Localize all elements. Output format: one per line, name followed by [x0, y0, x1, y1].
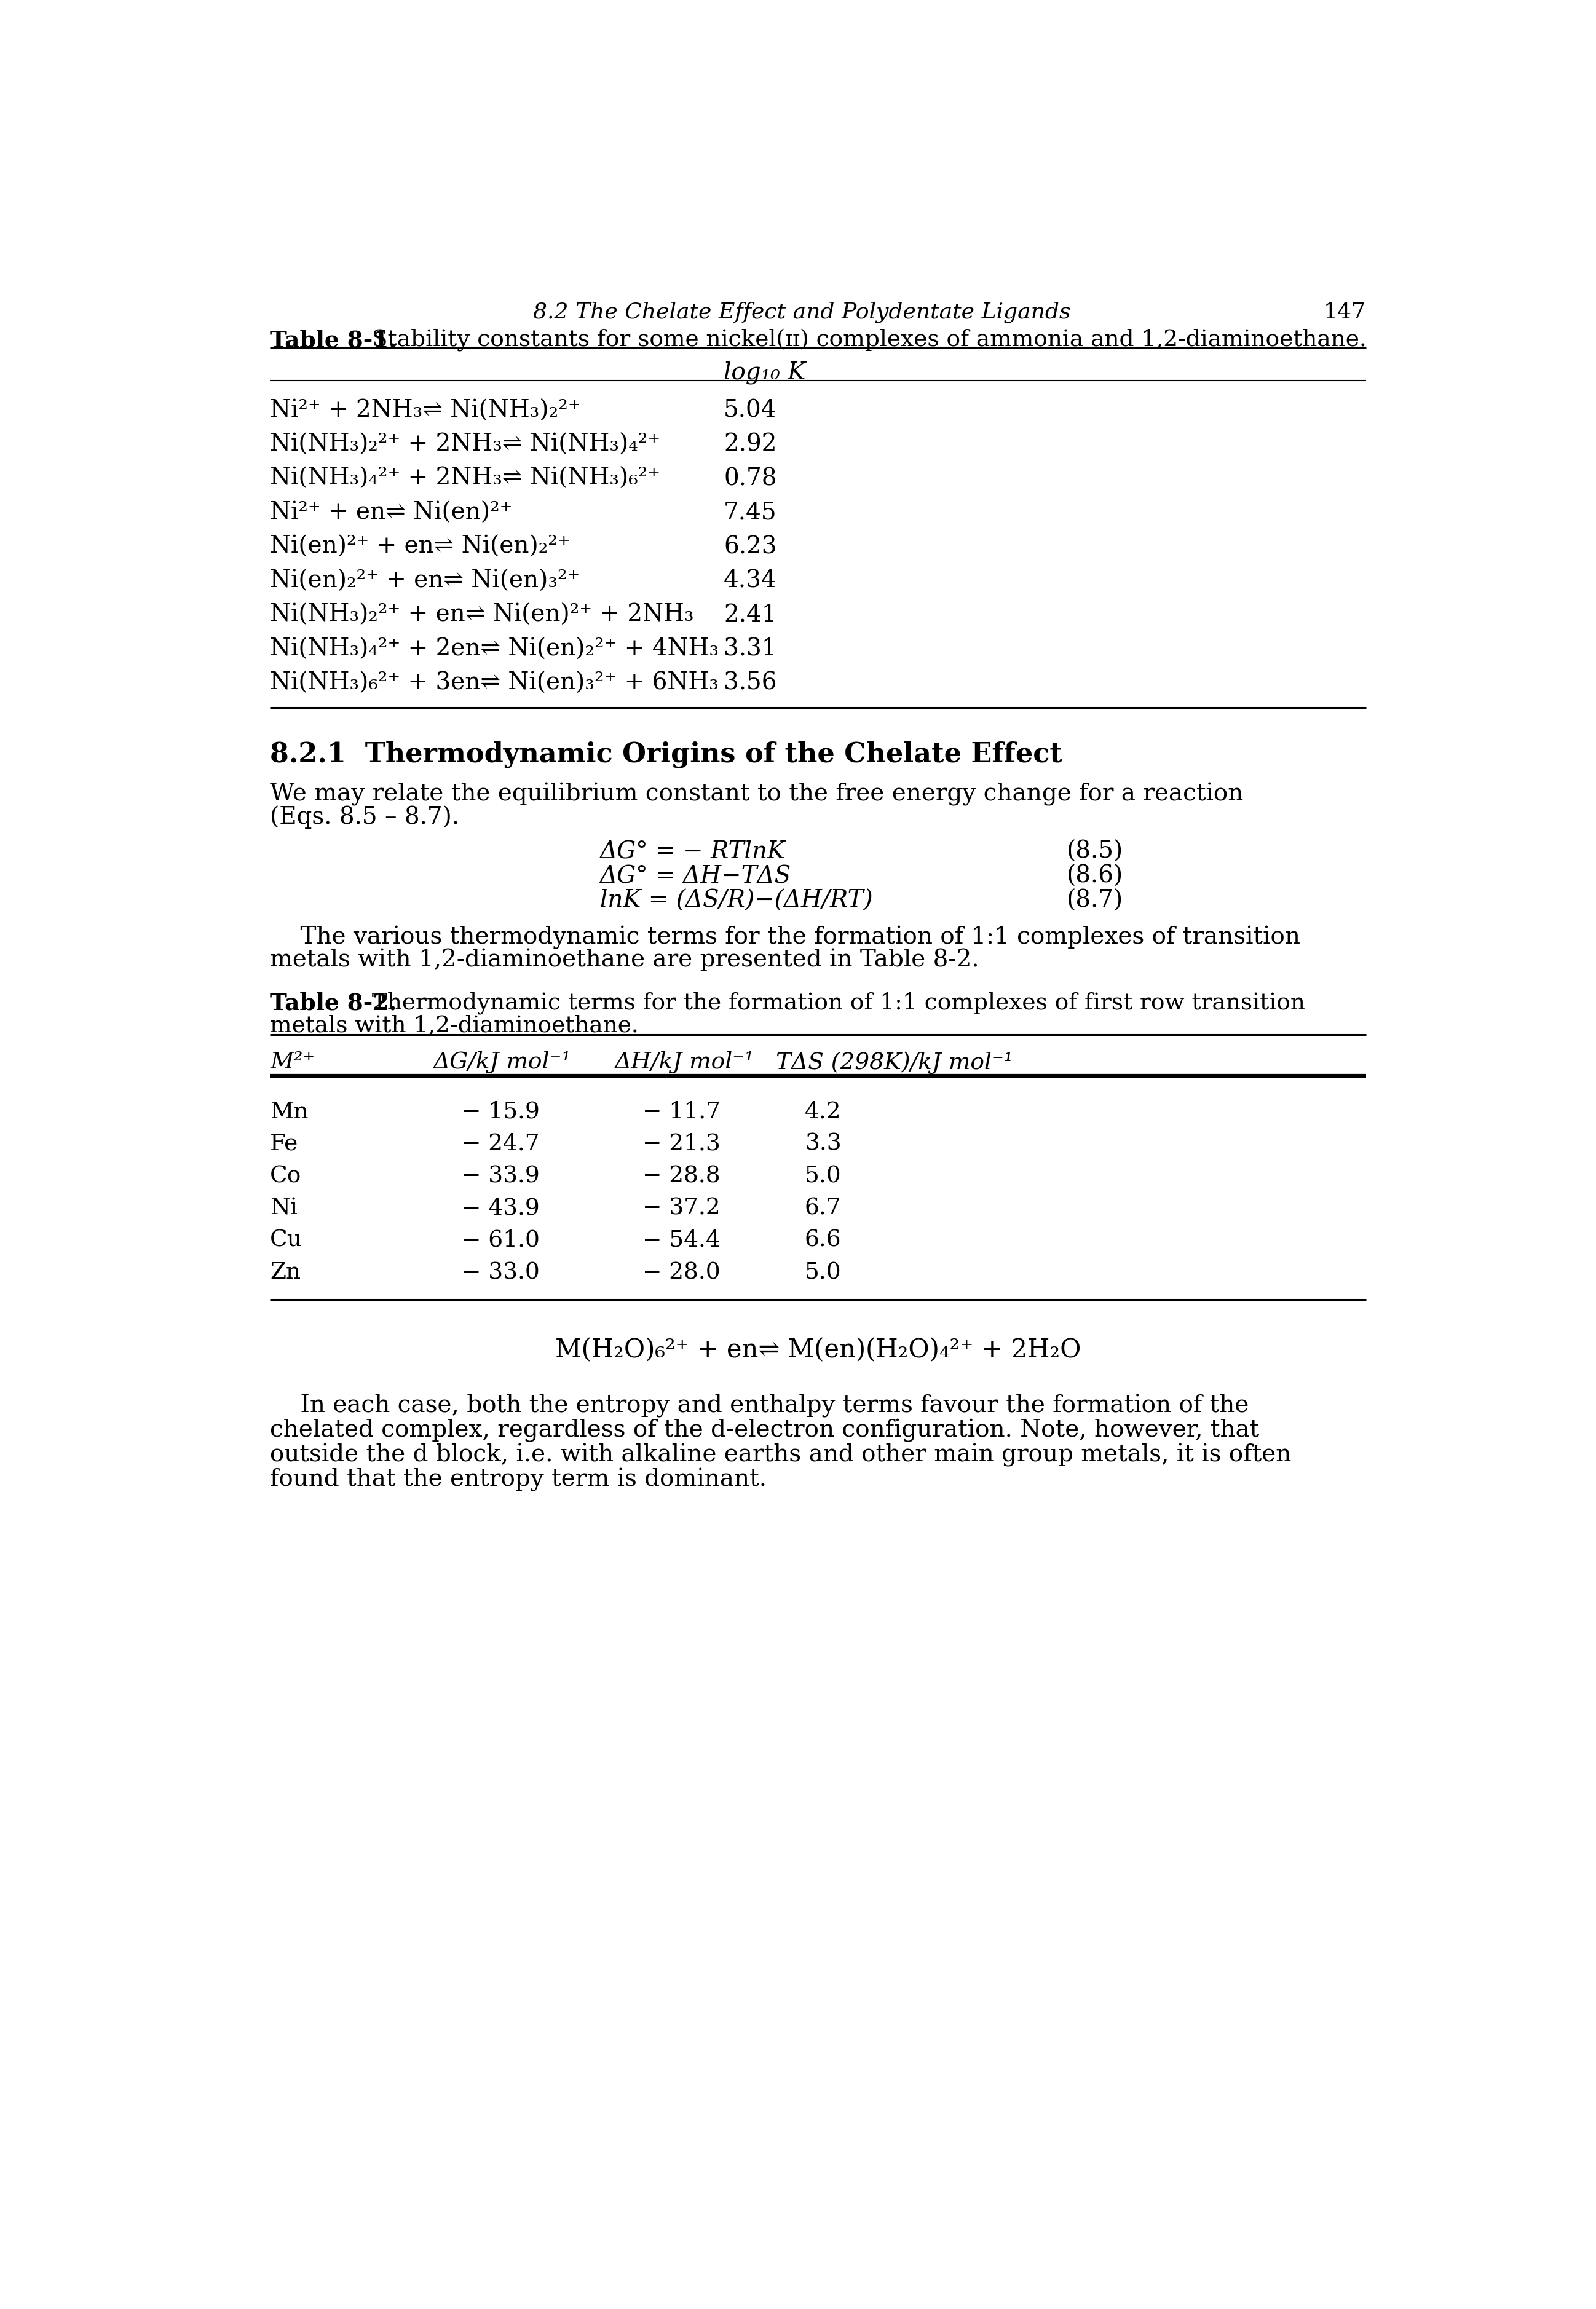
Text: 5.0: 5.0 [804, 1261, 841, 1284]
Text: Ni(NH₃)₄²⁺ + 2en⇌ Ni(en)₂²⁺ + 4NH₃: Ni(NH₃)₄²⁺ + 2en⇌ Ni(en)₂²⁺ + 4NH₃ [270, 637, 718, 660]
Text: − 28.0: − 28.0 [643, 1261, 720, 1284]
Text: outside the d block, i.e. with alkaline earths and other main group metals, it i: outside the d block, i.e. with alkaline … [270, 1443, 1291, 1466]
Text: 7.45: 7.45 [723, 501, 777, 524]
Text: Fe: Fe [270, 1134, 298, 1154]
Text: Table 8-1.: Table 8-1. [270, 330, 397, 351]
Text: lnK = (ΔS/R)−(ΔH/RT): lnK = (ΔS/R)−(ΔH/RT) [600, 889, 873, 912]
Text: Ni(NH₃)₆²⁺ + 3en⇌ Ni(en)₃²⁺ + 6NH₃: Ni(NH₃)₆²⁺ + 3en⇌ Ni(en)₃²⁺ + 6NH₃ [270, 672, 718, 695]
Text: 5.04: 5.04 [723, 399, 777, 423]
Text: metals with 1,2-diaminoethane are presented in Table 8-2.: metals with 1,2-diaminoethane are presen… [270, 949, 980, 972]
Text: Co: Co [270, 1166, 302, 1187]
Text: In each case, both the entropy and enthalpy terms favour the formation of the: In each case, both the entropy and entha… [270, 1395, 1250, 1418]
Text: − 21.3: − 21.3 [643, 1134, 720, 1154]
Text: 0.78: 0.78 [723, 466, 777, 490]
Text: Zn: Zn [270, 1261, 300, 1284]
Text: 3.3: 3.3 [804, 1134, 841, 1154]
Text: Cu: Cu [270, 1228, 303, 1251]
Text: − 37.2: − 37.2 [643, 1198, 720, 1219]
Text: chelated complex, regardless of the d-electron configuration. Note, however, tha: chelated complex, regardless of the d-el… [270, 1418, 1259, 1443]
Text: Thermodynamic terms for the formation of 1:1 complexes of first row transition: Thermodynamic terms for the formation of… [364, 993, 1306, 1014]
Text: M(H₂O)₆²⁺ + en⇌ M(en)(H₂O)₄²⁺ + 2H₂O: M(H₂O)₆²⁺ + en⇌ M(en)(H₂O)₄²⁺ + 2H₂O [555, 1337, 1080, 1362]
Text: (Eqs. 8.5 – 8.7).: (Eqs. 8.5 – 8.7). [270, 806, 460, 829]
Text: 3.56: 3.56 [723, 672, 777, 695]
Text: 2.92: 2.92 [723, 434, 777, 457]
Text: 6.7: 6.7 [804, 1198, 841, 1219]
Text: − 33.9: − 33.9 [461, 1166, 539, 1187]
Text: 147: 147 [1323, 302, 1366, 323]
Text: 8.2.1  Thermodynamic Origins of the Chelate Effect: 8.2.1 Thermodynamic Origins of the Chela… [270, 741, 1063, 767]
Text: Ni(en)²⁺ + en⇌ Ni(en)₂²⁺: Ni(en)²⁺ + en⇌ Ni(en)₂²⁺ [270, 536, 570, 559]
Text: Table 8-2.: Table 8-2. [270, 993, 397, 1014]
Text: We may relate the equilibrium constant to the free energy change for a reaction: We may relate the equilibrium constant t… [270, 783, 1243, 806]
Text: ΔG° = − RTlnK: ΔG° = − RTlnK [600, 840, 785, 864]
Text: ΔG° = ΔH−TΔS: ΔG° = ΔH−TΔS [600, 866, 792, 887]
Text: − 61.0: − 61.0 [461, 1228, 539, 1251]
Text: 5.0: 5.0 [804, 1166, 841, 1187]
Text: ΔG/kJ mol⁻¹: ΔG/kJ mol⁻¹ [433, 1051, 571, 1074]
Text: M²⁺: M²⁺ [270, 1051, 314, 1074]
Text: Ni(NH₃)₂²⁺ + en⇌ Ni(en)²⁺ + 2NH₃: Ni(NH₃)₂²⁺ + en⇌ Ni(en)²⁺ + 2NH₃ [270, 603, 694, 626]
Text: The various thermodynamic terms for the formation of 1:1 complexes of transition: The various thermodynamic terms for the … [270, 926, 1301, 949]
Text: (8.6): (8.6) [1066, 866, 1124, 887]
Text: 2.41: 2.41 [723, 603, 777, 626]
Text: 4.2: 4.2 [804, 1101, 841, 1122]
Text: log₁₀ K: log₁₀ K [723, 360, 806, 383]
Text: 4.34: 4.34 [723, 570, 777, 593]
Text: 8.2 The Chelate Effect and Polydentate Ligands: 8.2 The Chelate Effect and Polydentate L… [533, 302, 1071, 323]
Text: − 15.9: − 15.9 [461, 1101, 539, 1122]
Text: metals with 1,2-diaminoethane.: metals with 1,2-diaminoethane. [270, 1014, 638, 1037]
Text: − 24.7: − 24.7 [461, 1134, 539, 1154]
Text: Ni²⁺ + en⇌ Ni(en)²⁺: Ni²⁺ + en⇌ Ni(en)²⁺ [270, 501, 512, 524]
Text: − 28.8: − 28.8 [643, 1166, 720, 1187]
Text: Stability constants for some nickel(ɪɪ) complexes of ammonia and 1,2-diaminoetha: Stability constants for some nickel(ɪɪ) … [364, 330, 1366, 351]
Text: 3.31: 3.31 [723, 637, 777, 660]
Text: (8.5): (8.5) [1066, 840, 1124, 864]
Text: − 33.0: − 33.0 [461, 1261, 539, 1284]
Text: 6.23: 6.23 [723, 536, 777, 559]
Text: − 11.7: − 11.7 [643, 1101, 721, 1122]
Text: ΔH/kJ mol⁻¹: ΔH/kJ mol⁻¹ [614, 1051, 753, 1074]
Text: Ni(en)₂²⁺ + en⇌ Ni(en)₃²⁺: Ni(en)₂²⁺ + en⇌ Ni(en)₃²⁺ [270, 570, 579, 593]
Text: Ni²⁺ + 2NH₃⇌ Ni(NH₃)₂²⁺: Ni²⁺ + 2NH₃⇌ Ni(NH₃)₂²⁺ [270, 399, 581, 423]
Text: 6.6: 6.6 [804, 1228, 841, 1251]
Text: − 54.4: − 54.4 [643, 1228, 720, 1251]
Text: TΔS (298K)/kJ mol⁻¹: TΔS (298K)/kJ mol⁻¹ [776, 1051, 1013, 1074]
Text: Ni(NH₃)₂²⁺ + 2NH₃⇌ Ni(NH₃)₄²⁺: Ni(NH₃)₂²⁺ + 2NH₃⇌ Ni(NH₃)₄²⁺ [270, 434, 661, 457]
Text: − 43.9: − 43.9 [461, 1198, 539, 1219]
Text: found that the entropy term is dominant.: found that the entropy term is dominant. [270, 1469, 766, 1492]
Text: Mn: Mn [270, 1101, 308, 1122]
Text: (8.7): (8.7) [1066, 889, 1124, 912]
Text: Ni(NH₃)₄²⁺ + 2NH₃⇌ Ni(NH₃)₆²⁺: Ni(NH₃)₄²⁺ + 2NH₃⇌ Ni(NH₃)₆²⁺ [270, 466, 661, 490]
Text: Ni: Ni [270, 1198, 297, 1219]
